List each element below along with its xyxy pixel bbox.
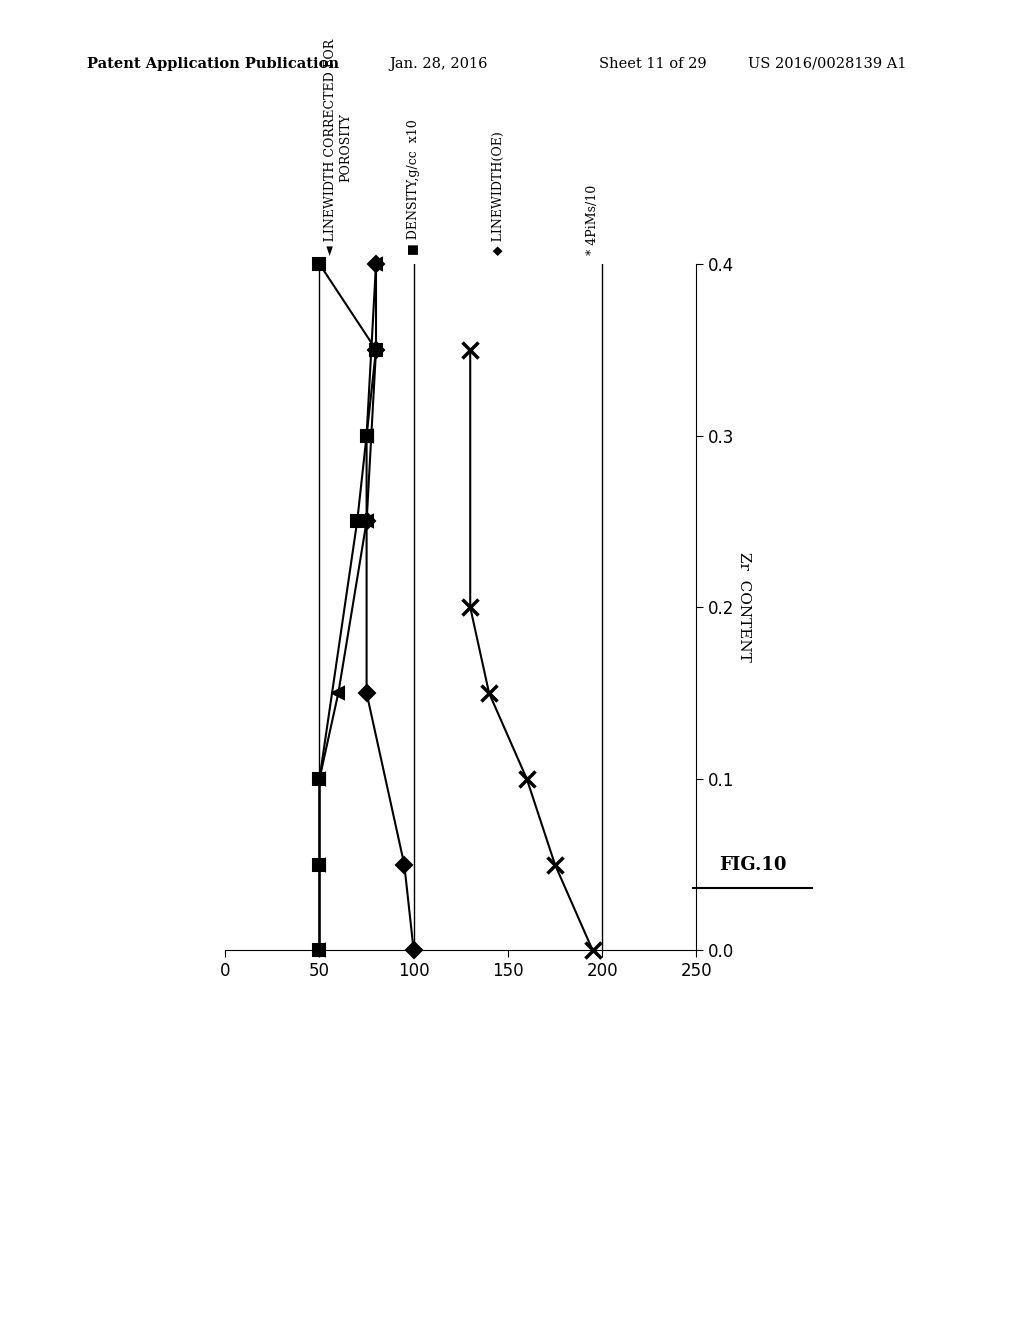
Text: ◆ LINEWIDTH(OE): ◆ LINEWIDTH(OE) bbox=[492, 132, 505, 256]
Text: Jan. 28, 2016: Jan. 28, 2016 bbox=[389, 57, 487, 71]
Y-axis label: Zr  CONTENT: Zr CONTENT bbox=[737, 552, 752, 663]
Text: * 4PiMs/10: * 4PiMs/10 bbox=[586, 185, 599, 256]
Text: US 2016/0028139 A1: US 2016/0028139 A1 bbox=[748, 57, 906, 71]
Text: FIG.10: FIG.10 bbox=[719, 855, 786, 874]
Text: Sheet 11 of 29: Sheet 11 of 29 bbox=[599, 57, 707, 71]
Text: Patent Application Publication: Patent Application Publication bbox=[87, 57, 339, 71]
Text: ◄ LINEWIDTH CORRECTED FOR
POROSITY: ◄ LINEWIDTH CORRECTED FOR POROSITY bbox=[325, 40, 352, 256]
Text: ■ DENSITY,g/cc  x10: ■ DENSITY,g/cc x10 bbox=[408, 120, 420, 256]
